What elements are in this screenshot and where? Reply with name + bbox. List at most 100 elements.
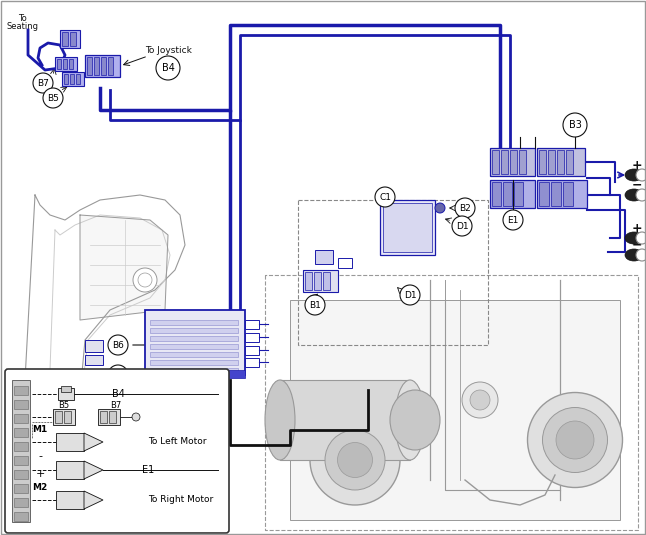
FancyBboxPatch shape [150,360,238,365]
FancyBboxPatch shape [64,74,68,84]
Circle shape [375,187,395,207]
FancyBboxPatch shape [5,369,229,533]
FancyBboxPatch shape [323,272,330,290]
Circle shape [43,88,63,108]
Circle shape [133,268,157,292]
Text: B3: B3 [568,120,581,130]
FancyBboxPatch shape [501,150,508,174]
FancyBboxPatch shape [61,386,71,392]
FancyBboxPatch shape [14,400,28,409]
FancyBboxPatch shape [63,59,67,69]
FancyBboxPatch shape [548,150,555,174]
FancyBboxPatch shape [57,59,61,69]
FancyBboxPatch shape [537,148,585,176]
Ellipse shape [265,380,295,460]
FancyBboxPatch shape [510,150,517,174]
Text: B4: B4 [162,63,174,73]
FancyBboxPatch shape [150,352,238,357]
Circle shape [435,203,445,213]
Text: +: + [632,221,642,234]
FancyBboxPatch shape [566,150,573,174]
FancyBboxPatch shape [539,182,549,206]
Circle shape [636,249,646,261]
FancyBboxPatch shape [280,380,410,460]
FancyBboxPatch shape [108,57,113,75]
FancyBboxPatch shape [14,442,28,451]
Text: B7: B7 [37,79,49,88]
FancyBboxPatch shape [551,182,561,206]
Text: +: + [632,158,642,172]
Circle shape [452,216,472,236]
Circle shape [455,198,475,218]
FancyBboxPatch shape [85,340,103,352]
FancyBboxPatch shape [492,182,501,206]
FancyBboxPatch shape [383,203,432,252]
Ellipse shape [390,390,440,450]
FancyBboxPatch shape [14,428,28,437]
Text: B5: B5 [58,401,70,409]
Polygon shape [84,461,103,479]
FancyBboxPatch shape [537,180,587,208]
FancyBboxPatch shape [150,368,238,373]
FancyBboxPatch shape [315,250,333,264]
FancyBboxPatch shape [519,150,526,174]
FancyBboxPatch shape [56,461,84,479]
FancyBboxPatch shape [14,456,28,465]
FancyBboxPatch shape [514,182,523,206]
Circle shape [636,189,646,201]
Text: +: + [36,469,45,479]
FancyBboxPatch shape [492,150,499,174]
FancyBboxPatch shape [14,414,28,423]
FancyBboxPatch shape [14,512,28,521]
Ellipse shape [556,421,594,459]
Text: M2: M2 [32,484,48,493]
Ellipse shape [625,169,643,181]
Text: Seating: Seating [6,21,38,30]
FancyBboxPatch shape [100,411,107,423]
FancyBboxPatch shape [215,370,245,378]
FancyBboxPatch shape [14,484,28,493]
FancyBboxPatch shape [55,411,62,423]
Text: D1: D1 [455,221,468,231]
FancyBboxPatch shape [53,409,75,425]
Polygon shape [84,433,103,451]
Circle shape [132,413,140,421]
FancyBboxPatch shape [338,258,352,268]
Ellipse shape [337,442,373,478]
Ellipse shape [528,393,623,487]
Text: To Left Motor: To Left Motor [148,438,207,447]
Ellipse shape [310,415,400,505]
Circle shape [462,382,498,418]
FancyBboxPatch shape [490,180,535,208]
FancyBboxPatch shape [303,270,338,292]
FancyBboxPatch shape [69,59,73,69]
FancyBboxPatch shape [245,320,259,329]
FancyBboxPatch shape [70,74,74,84]
Circle shape [108,335,128,355]
Ellipse shape [325,430,385,490]
Circle shape [563,113,587,137]
Circle shape [636,232,646,244]
FancyBboxPatch shape [14,470,28,479]
Text: To Joystick: To Joystick [145,45,192,55]
FancyBboxPatch shape [245,333,259,342]
Text: B6: B6 [112,340,124,349]
Ellipse shape [625,249,643,261]
FancyBboxPatch shape [64,411,71,423]
Circle shape [138,273,152,287]
Circle shape [503,210,523,230]
FancyBboxPatch shape [245,346,259,355]
FancyBboxPatch shape [305,272,312,290]
FancyBboxPatch shape [150,344,238,349]
FancyBboxPatch shape [109,411,116,423]
Circle shape [156,56,180,80]
Ellipse shape [543,408,607,472]
Text: B5: B5 [47,94,59,103]
FancyBboxPatch shape [60,30,80,48]
Polygon shape [80,215,168,320]
FancyBboxPatch shape [314,272,321,290]
FancyBboxPatch shape [245,358,259,367]
Ellipse shape [625,189,643,201]
Text: E1: E1 [142,465,154,475]
FancyBboxPatch shape [563,182,573,206]
